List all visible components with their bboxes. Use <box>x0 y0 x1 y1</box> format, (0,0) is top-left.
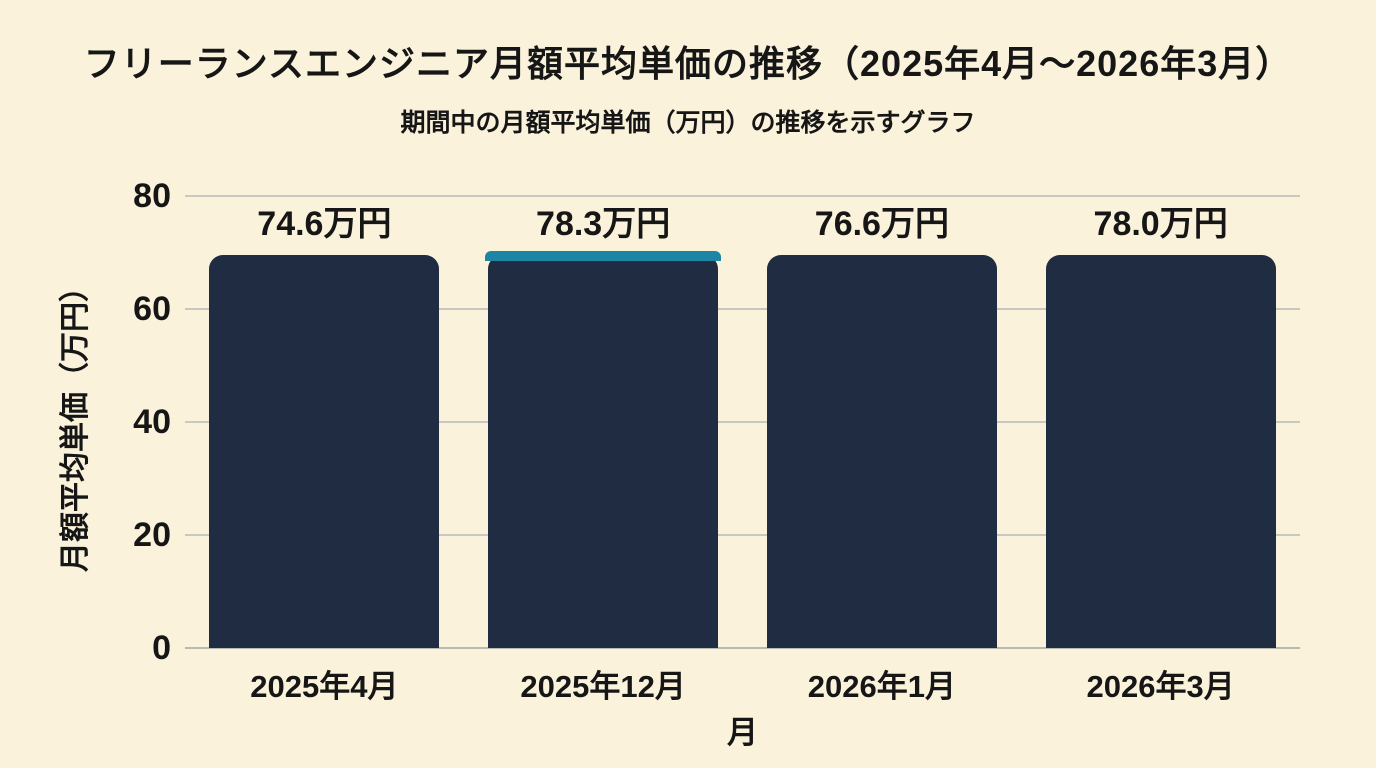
bar-slot: 78.0万円 <box>1021 196 1300 648</box>
x-tick-label: 2026年1月 <box>807 669 956 704</box>
bar <box>1045 255 1276 648</box>
y-tick-label: 60 <box>133 290 171 328</box>
bar-slot: 74.6万円 <box>185 196 464 648</box>
plot-area: 0 20 40 60 80 74.6万円 78.3万円 76.6万円 78.0万円 <box>133 179 1300 665</box>
bar-value-label: 74.6万円 <box>257 205 392 243</box>
bar-slot: 76.6万円 <box>743 196 1022 648</box>
y-tick-label: 0 <box>152 629 171 667</box>
gridline <box>185 421 1300 423</box>
bar-value-label: 78.3万円 <box>536 205 671 243</box>
x-axis-line <box>185 647 1300 649</box>
chart-title: フリーランスエンジニア月額平均単価の推移（2025年4月～2026年3月） <box>83 43 1293 84</box>
bar-slot: 78.3万円 <box>464 196 743 648</box>
bar <box>209 255 440 648</box>
x-tick-labels: 2025年4月 2025年12月 2026年1月 2026年3月 <box>185 661 1300 706</box>
y-tick-label: 40 <box>133 403 171 441</box>
y-tick-label: 20 <box>133 516 171 554</box>
chart-subtitle: 期間中の月額平均単価（万円）の推移を示すグラフ <box>400 109 976 137</box>
bar-value-label: 78.0万円 <box>1093 205 1228 243</box>
bar-value-label: 76.6万円 <box>814 205 949 243</box>
x-tick-label: 2025年12月 <box>520 669 686 704</box>
bar <box>485 251 722 648</box>
x-tick-label: 2025年4月 <box>250 669 399 704</box>
bars-container: 74.6万円 78.3万円 76.6万円 78.0万円 <box>185 196 1300 648</box>
gridline <box>185 534 1300 536</box>
y-axis-title: 月額平均単価（万円） <box>59 272 92 572</box>
x-axis-title: 月 <box>727 715 758 750</box>
bar <box>766 255 997 648</box>
gridline <box>185 195 1300 197</box>
y-tick-label: 80 <box>133 177 171 215</box>
gridline <box>185 308 1300 310</box>
x-tick-label: 2026年3月 <box>1086 669 1235 704</box>
bar-highlight-cap <box>485 251 722 261</box>
